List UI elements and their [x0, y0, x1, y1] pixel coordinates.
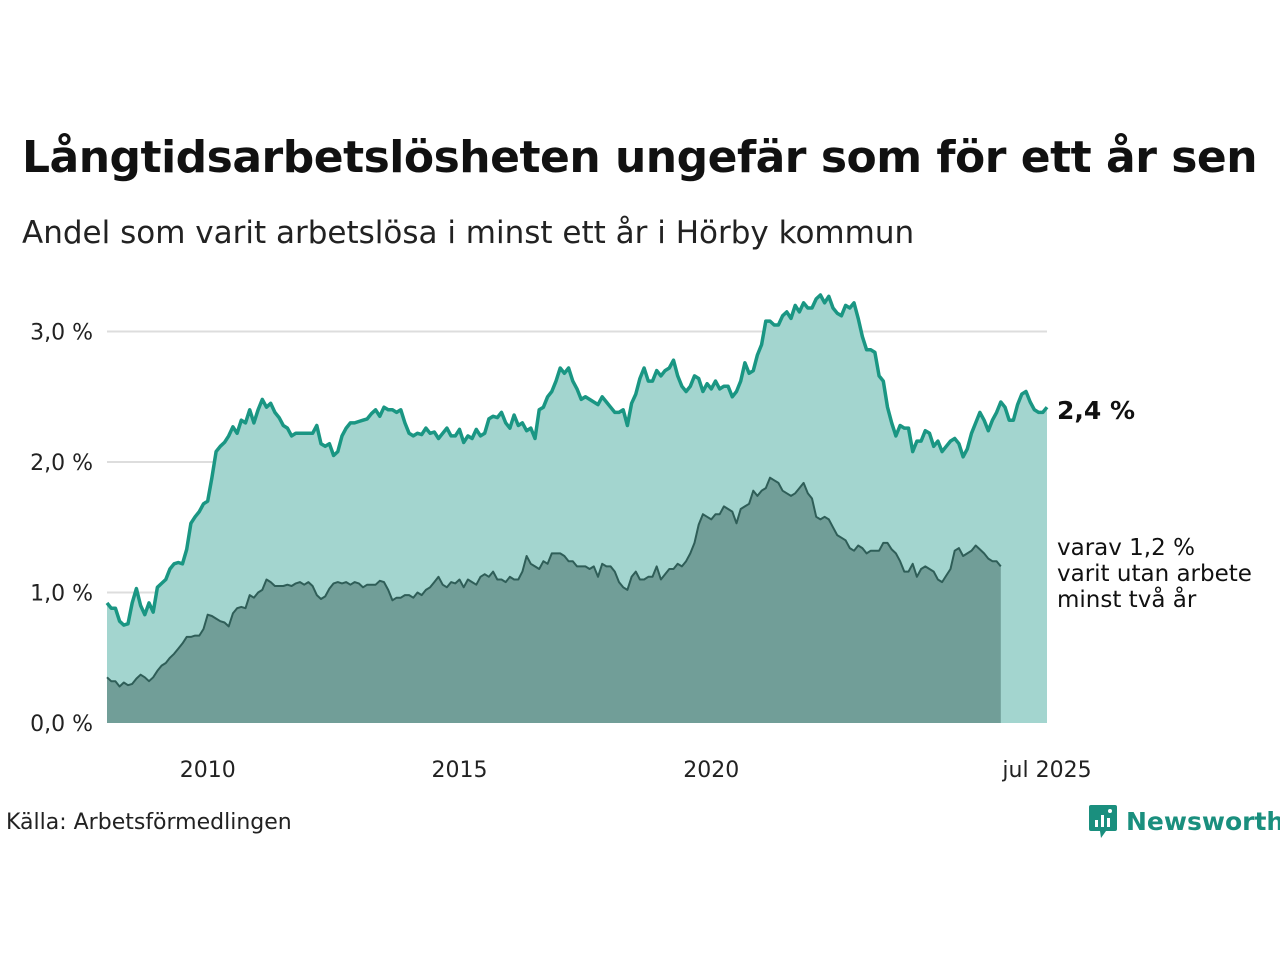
chart-title: Långtidsarbetslösheten ungefär som för e… [22, 132, 1258, 183]
sub-series-label-line: varav 1,2 % [1057, 535, 1195, 561]
newsworthy-logo: Newsworthy [1088, 803, 1280, 839]
x-tick-label: 2010 [180, 758, 236, 783]
y-tick-label: 0,0 % [30, 712, 93, 737]
x-axis: 2010 2015 2020 jul 2025 [180, 758, 1092, 783]
source-note: Källa: Arbetsförmedlingen [6, 810, 292, 835]
long-term-unemployment-line [105, 293, 1049, 627]
newsworthy-logo-text: Newsworthy [1126, 806, 1280, 836]
y-tick-label: 3,0 % [30, 321, 93, 346]
x-tick-label: 2015 [432, 758, 488, 783]
newsworthy-logo-icon [1089, 805, 1117, 838]
chart-subtitle: Andel som varit arbetslösa i minst ett å… [22, 215, 915, 251]
sub-series-label-line: varit utan arbete [1057, 561, 1252, 587]
area-layer [105, 293, 1049, 723]
x-tick-label: jul 2025 [1001, 758, 1091, 783]
sub-series-label-line: minst två år [1057, 585, 1197, 613]
two-year-unemployment-line [106, 476, 1002, 688]
y-tick-label: 1,0 % [30, 582, 93, 607]
two-year-unemployment-area [107, 477, 1001, 723]
y-axis: 0,0 % 1,0 % 2,0 % 3,0 % [30, 321, 93, 738]
x-tick-label: 2020 [683, 758, 739, 783]
series-end-label: 2,4 % [1057, 396, 1135, 425]
y-tick-label: 2,0 % [30, 451, 93, 476]
